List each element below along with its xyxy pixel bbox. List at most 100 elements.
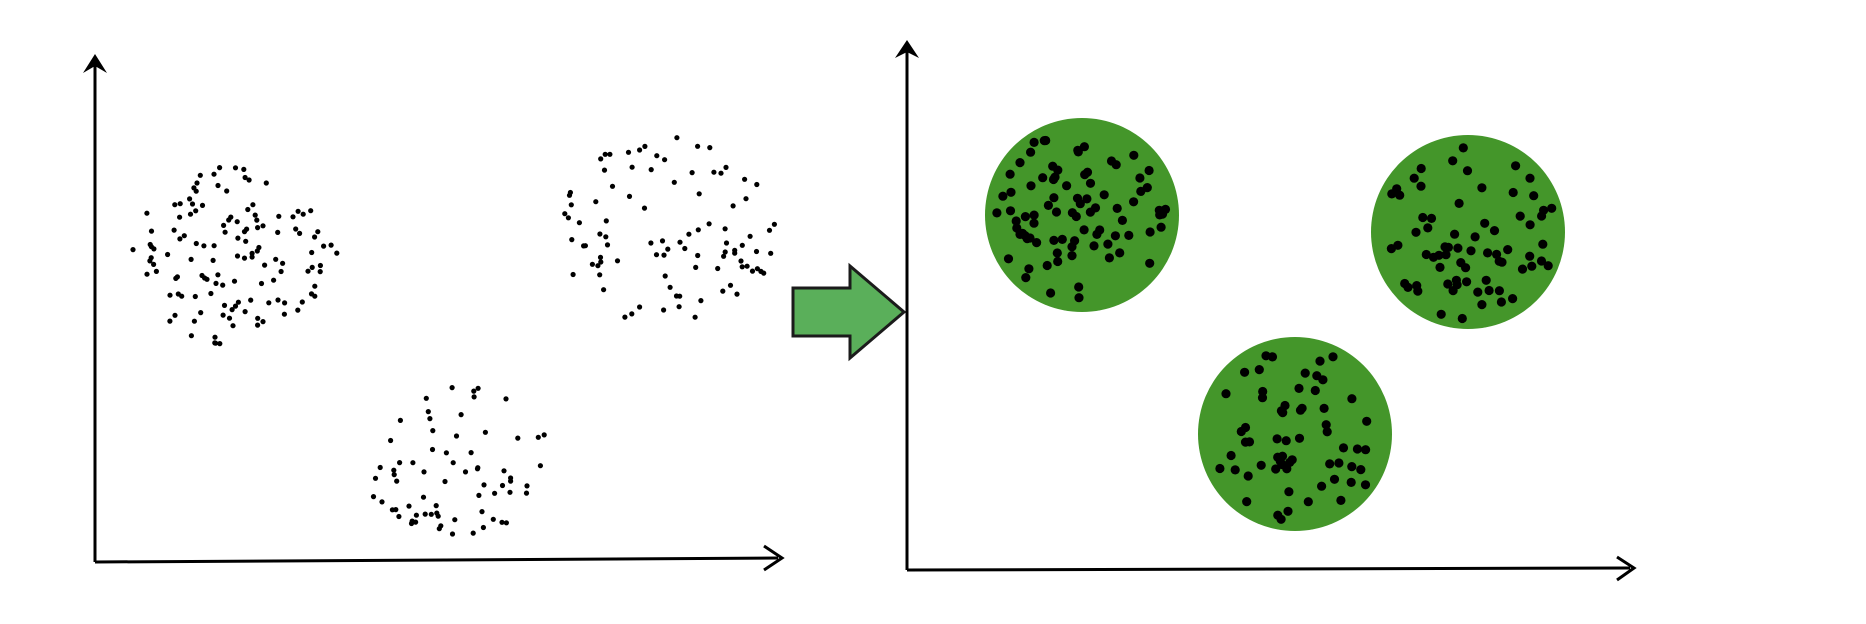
clustered-point <box>1257 393 1268 403</box>
data-point <box>408 520 415 527</box>
data-point <box>427 416 433 422</box>
clustered-point <box>1477 300 1487 310</box>
data-point <box>625 149 632 155</box>
clustered-point <box>1029 218 1039 228</box>
data-point <box>609 183 616 189</box>
data-point <box>648 167 654 173</box>
clustered-point <box>1082 194 1092 204</box>
clustered-point <box>1080 170 1090 180</box>
clustered-point <box>1462 277 1472 287</box>
data-point <box>181 233 187 239</box>
data-point <box>753 248 760 255</box>
clustered-point <box>1135 173 1145 183</box>
data-point <box>671 179 677 185</box>
clustered-point <box>1136 186 1146 196</box>
clustered-point <box>1053 256 1063 267</box>
clustered-point <box>998 191 1008 201</box>
right-x-axis <box>906 566 1631 572</box>
clustered-point <box>1046 288 1056 298</box>
data-point <box>629 164 635 170</box>
clustered-point <box>1049 193 1059 203</box>
data-point <box>224 188 230 194</box>
clustered-point <box>1310 385 1320 396</box>
clustered-point <box>1400 278 1410 289</box>
data-point <box>693 264 699 270</box>
clustered-point <box>1416 163 1426 174</box>
clustered-point <box>1508 187 1518 198</box>
clustered-point <box>1328 352 1338 362</box>
clustered-point <box>1436 309 1446 319</box>
clustered-point <box>1281 436 1291 446</box>
data-point <box>144 271 150 277</box>
data-point <box>537 463 544 469</box>
clustered-point <box>1026 181 1036 191</box>
clustered-point <box>1071 211 1081 222</box>
data-point <box>295 208 301 214</box>
data-point <box>241 229 248 235</box>
data-point <box>589 261 596 267</box>
data-point <box>167 292 173 298</box>
data-point <box>435 513 441 519</box>
clustered-point <box>1426 213 1437 223</box>
data-point <box>280 260 286 266</box>
data-point <box>722 226 728 232</box>
clustered-point <box>1243 471 1253 481</box>
data-point <box>471 394 477 400</box>
data-point <box>309 249 315 256</box>
cluster-region <box>1198 337 1392 531</box>
clustered-point <box>1525 220 1535 230</box>
data-point <box>177 201 183 207</box>
left-points <box>130 135 778 537</box>
data-point <box>394 478 400 484</box>
data-point <box>212 340 218 346</box>
data-point <box>250 202 256 208</box>
data-point <box>490 516 496 522</box>
data-point <box>271 277 277 283</box>
data-point <box>482 429 488 435</box>
clustered-point <box>1496 297 1506 307</box>
data-point <box>191 318 197 324</box>
data-point <box>201 243 207 249</box>
data-point <box>234 219 240 225</box>
data-point <box>173 275 179 281</box>
data-point <box>308 208 314 214</box>
data-point <box>193 240 199 247</box>
clustered-point <box>1038 173 1048 183</box>
data-point <box>449 385 455 391</box>
data-point <box>450 460 456 466</box>
clustered-point <box>1386 244 1396 254</box>
data-point <box>503 396 509 402</box>
data-point <box>597 272 603 278</box>
data-point <box>312 283 318 289</box>
data-point <box>598 156 604 162</box>
data-point <box>222 229 228 235</box>
clustered-point <box>1494 286 1504 296</box>
data-point <box>601 287 607 293</box>
clustered-point <box>1062 181 1072 191</box>
data-point <box>232 165 239 171</box>
data-point <box>602 151 608 157</box>
data-point <box>754 181 760 188</box>
data-point <box>255 225 261 231</box>
clustered-point <box>1072 193 1083 203</box>
data-point <box>595 263 601 269</box>
data-point <box>334 250 340 256</box>
clustered-point <box>1334 458 1344 468</box>
data-point <box>397 460 403 466</box>
clustered-point <box>1315 356 1325 366</box>
left-x-axis-arrowhead <box>763 544 785 572</box>
clustered-point <box>1480 218 1490 228</box>
right-axes <box>895 40 1637 582</box>
clustered-point <box>1006 187 1016 197</box>
data-point <box>245 206 251 213</box>
clustered-point <box>1547 203 1557 213</box>
clustered-point <box>1325 459 1335 469</box>
clustered-point <box>1356 465 1366 475</box>
data-point <box>249 254 255 260</box>
data-point <box>228 214 234 220</box>
clustered-point <box>1156 222 1166 232</box>
data-point <box>642 143 648 149</box>
data-point <box>706 221 712 227</box>
clustered-point <box>1089 241 1099 251</box>
data-point <box>208 290 214 297</box>
